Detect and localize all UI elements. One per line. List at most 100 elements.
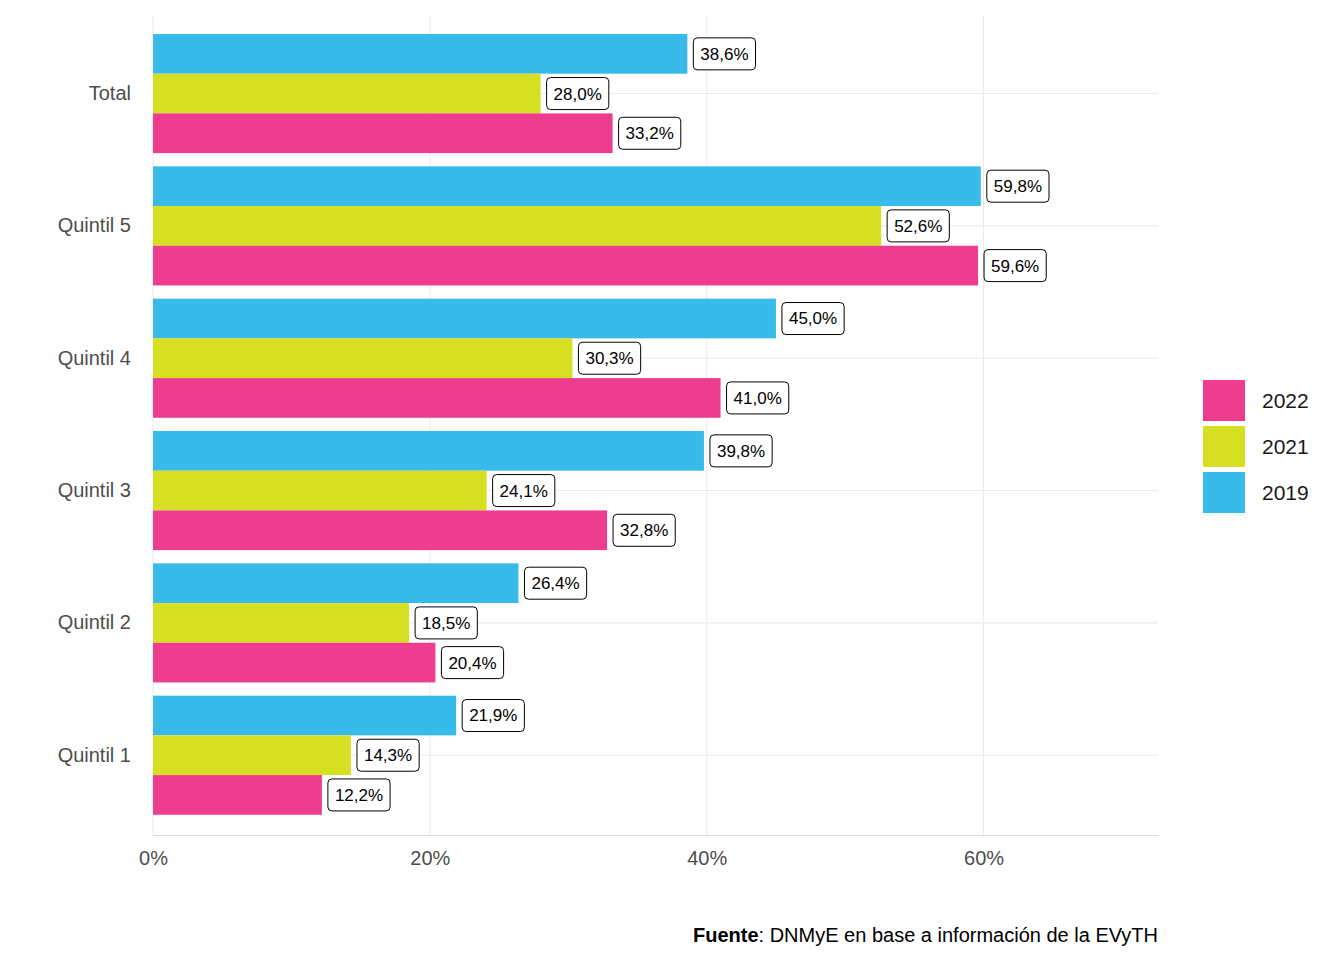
data-label-text: 28,0%: [554, 85, 602, 104]
legend: 2022 2021 2019: [1203, 380, 1309, 513]
data-label-text: 33,2%: [626, 124, 674, 143]
data-label-text: 59,8%: [994, 177, 1042, 196]
data-label-box: [524, 567, 586, 599]
caption: Fuente: DNMyE en base a información de l…: [693, 924, 1158, 946]
bar: [153, 378, 721, 418]
y-tick: Quintil 3: [58, 479, 153, 501]
data-label: 45,0%: [782, 303, 844, 335]
data-label: 14,3%: [357, 739, 419, 771]
bar: [153, 431, 704, 471]
data-label-text: 14,3%: [364, 746, 412, 765]
data-label-box: [441, 647, 503, 679]
data-label-box: [984, 250, 1046, 282]
y-axis: Total Quintil 5 Quintil 4 Quintil 3 Quintil …: [58, 28, 154, 822]
data-labels: 38,6% 59,8% 45,0% 39,8% 26,4% 21,9% 28,0% 52,6%…: [328, 38, 1049, 811]
legend-label: 2019: [1262, 481, 1309, 504]
y-tick-label: Quintil 3: [58, 479, 131, 501]
x-tick: 40%: [687, 835, 727, 869]
y-tick: Quintil 5: [58, 214, 153, 236]
data-label: 59,6%: [984, 250, 1046, 282]
data-label-text: 30,3%: [585, 349, 633, 368]
x-axis-line: [154, 835, 1159, 836]
data-label-text: 21,9%: [469, 706, 517, 725]
bar: [153, 510, 607, 550]
data-label: 59,8%: [987, 170, 1049, 202]
data-label: 18,5%: [415, 607, 477, 639]
bar: [153, 603, 409, 643]
legend-swatch: [1203, 380, 1245, 421]
legend-swatch: [1203, 426, 1245, 467]
data-label-box: [710, 435, 772, 467]
data-label-text: 12,2%: [335, 786, 383, 805]
data-label: 21,9%: [462, 700, 524, 732]
data-label-box: [619, 117, 681, 149]
y-tick-label: Quintil 2: [58, 611, 131, 633]
data-label: 26,4%: [524, 567, 586, 599]
legend-label: 2021: [1262, 435, 1309, 458]
bar: [153, 166, 981, 206]
data-label-text: 32,8%: [620, 521, 668, 540]
data-label-text: 26,4%: [531, 574, 579, 593]
bar: [153, 74, 541, 114]
data-label-text: 41,0%: [734, 389, 782, 408]
x-tick: 60%: [964, 835, 1004, 869]
chart: 38,6% 59,8% 45,0% 39,8% 26,4% 21,9% 28,0% 52,6%…: [0, 0, 1344, 960]
y-tick-label: Total: [89, 82, 131, 104]
grid: [153, 15, 1158, 835]
caption-label: Fuente: [693, 924, 759, 946]
data-label-box: [693, 38, 755, 70]
y-axis-line: [153, 28, 154, 822]
data-label: 12,2%: [328, 779, 390, 811]
bar: [153, 471, 487, 511]
data-label-box: [547, 78, 609, 110]
data-label: 41,0%: [727, 382, 789, 414]
y-tick-label: Quintil 4: [58, 347, 131, 369]
data-label-text: 18,5%: [422, 614, 470, 633]
data-label-text: 59,6%: [991, 257, 1039, 276]
bar: [153, 338, 572, 378]
bars: [153, 34, 981, 815]
data-label-box: [887, 210, 949, 242]
x-axis: 0% 20% 40% 60%: [139, 835, 1158, 869]
data-label: 52,6%: [887, 210, 949, 242]
bar: [153, 206, 881, 246]
x-tick-label: 0%: [139, 847, 168, 869]
data-label-text: 38,6%: [700, 45, 748, 64]
bar: [153, 563, 518, 603]
data-label-box: [462, 700, 524, 732]
bar: [153, 735, 351, 775]
data-label: 30,3%: [578, 342, 640, 374]
data-label: 20,4%: [441, 647, 503, 679]
caption-text: : DNMyE en base a información de la EVyT…: [759, 924, 1158, 946]
y-tick: Quintil 1: [58, 744, 153, 766]
y-tick-label: Quintil 5: [58, 214, 131, 236]
data-label-box: [727, 382, 789, 414]
bar: [153, 34, 687, 74]
bar: [153, 113, 613, 153]
x-tick-label: 20%: [410, 847, 450, 869]
data-label: 33,2%: [619, 117, 681, 149]
bar: [153, 299, 776, 339]
data-label: 32,8%: [613, 514, 675, 546]
bar: [153, 696, 456, 736]
bar: [153, 643, 435, 683]
data-label: 39,8%: [710, 435, 772, 467]
data-label-box: [782, 303, 844, 335]
legend-swatch: [1203, 472, 1245, 513]
data-label-box: [328, 779, 390, 811]
data-label-text: 20,4%: [448, 654, 496, 673]
data-label-box: [493, 475, 555, 507]
data-label-box: [357, 739, 419, 771]
y-tick: Quintil 2: [58, 611, 153, 633]
y-tick: Total: [89, 82, 153, 104]
data-label-box: [613, 514, 675, 546]
data-label-text: 39,8%: [717, 442, 765, 461]
x-tick: 20%: [410, 835, 450, 869]
data-label-box: [987, 170, 1049, 202]
data-label: 28,0%: [547, 78, 609, 110]
y-tick: Quintil 4: [58, 347, 153, 369]
legend-label: 2022: [1262, 389, 1309, 412]
data-label-text: 52,6%: [894, 217, 942, 236]
x-tick-label: 60%: [964, 847, 1004, 869]
x-tick: 0%: [139, 835, 168, 869]
